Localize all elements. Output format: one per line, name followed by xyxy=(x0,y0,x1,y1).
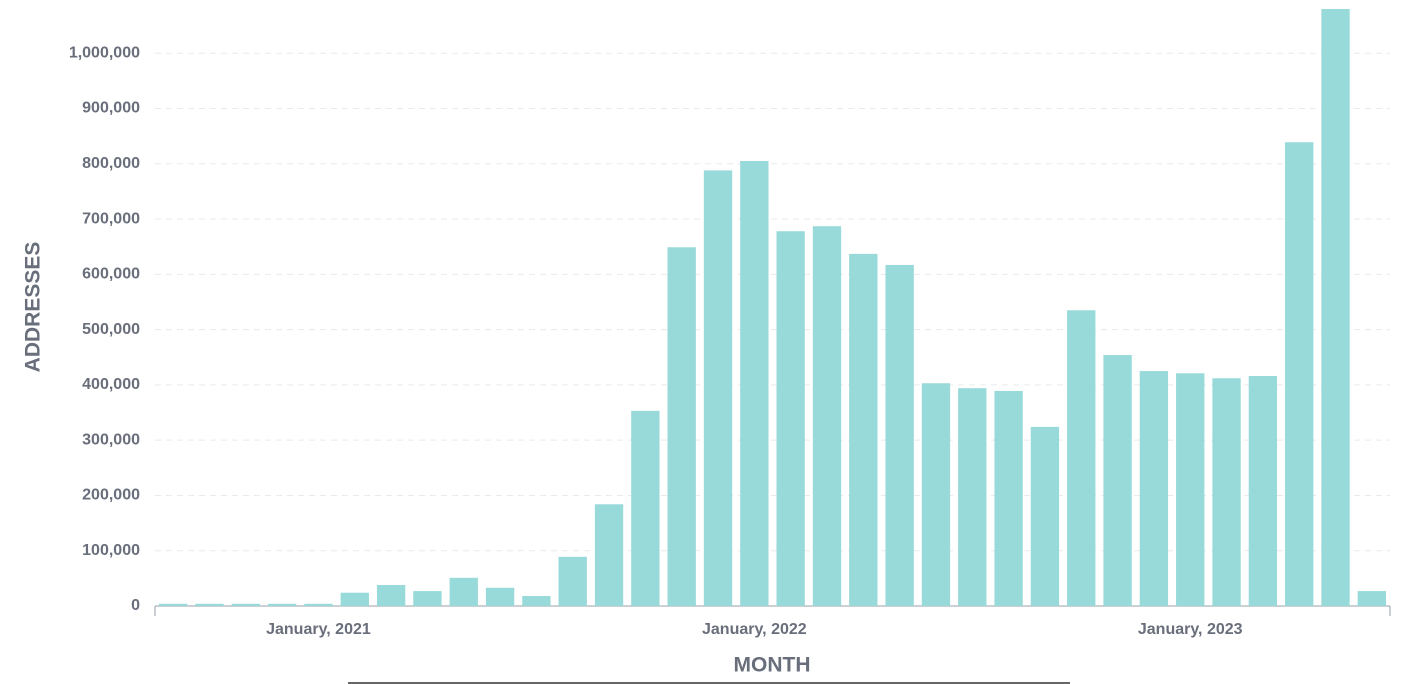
y-tick-label: 300,000 xyxy=(82,431,140,448)
bar xyxy=(195,603,224,606)
bar xyxy=(885,264,914,606)
y-tick-label: 800,000 xyxy=(82,155,140,172)
bar xyxy=(1285,142,1314,606)
bar xyxy=(1139,371,1169,606)
bar xyxy=(703,170,733,606)
bar xyxy=(1103,355,1132,606)
bar xyxy=(667,247,696,606)
bar xyxy=(231,603,260,606)
bar xyxy=(776,231,805,606)
bar xyxy=(812,226,842,606)
y-axis-title: ADDRESSES xyxy=(22,242,45,373)
y-tick-label: 900,000 xyxy=(82,100,140,117)
y-tick-label: 700,000 xyxy=(82,210,140,227)
bar xyxy=(340,592,369,606)
bar xyxy=(485,587,515,606)
x-tick-label: January, 2021 xyxy=(266,621,371,638)
bar xyxy=(958,388,987,606)
y-tick-label: 0 xyxy=(131,597,140,614)
x-tick-label: January, 2022 xyxy=(702,621,807,638)
bar xyxy=(1030,426,1060,606)
bar xyxy=(849,253,878,606)
bar xyxy=(1357,591,1387,606)
bar xyxy=(413,591,442,606)
bar xyxy=(522,596,551,606)
bar xyxy=(267,603,297,606)
bar xyxy=(594,504,624,606)
y-tick-label: 600,000 xyxy=(82,266,140,283)
bar xyxy=(740,161,769,606)
bar xyxy=(1176,373,1205,606)
bar xyxy=(558,556,587,606)
bar xyxy=(304,603,333,606)
x-axis-title: MONTH xyxy=(734,654,811,677)
bar xyxy=(994,390,1023,606)
y-tick-label: 400,000 xyxy=(82,376,140,393)
bar xyxy=(449,577,478,606)
y-tick-label: 1,000,000 xyxy=(69,44,140,61)
bar xyxy=(158,603,188,606)
bar xyxy=(921,383,951,606)
bar xyxy=(376,584,406,606)
bar xyxy=(631,410,660,606)
y-tick-label: 200,000 xyxy=(82,487,140,504)
x-tick-label: January, 2023 xyxy=(1138,621,1243,638)
bar xyxy=(1067,310,1096,606)
bar xyxy=(1321,9,1350,606)
bar xyxy=(1212,378,1241,606)
bar xyxy=(1248,376,1278,606)
y-tick-label: 100,000 xyxy=(82,542,140,559)
y-tick-label: 500,000 xyxy=(82,321,140,338)
